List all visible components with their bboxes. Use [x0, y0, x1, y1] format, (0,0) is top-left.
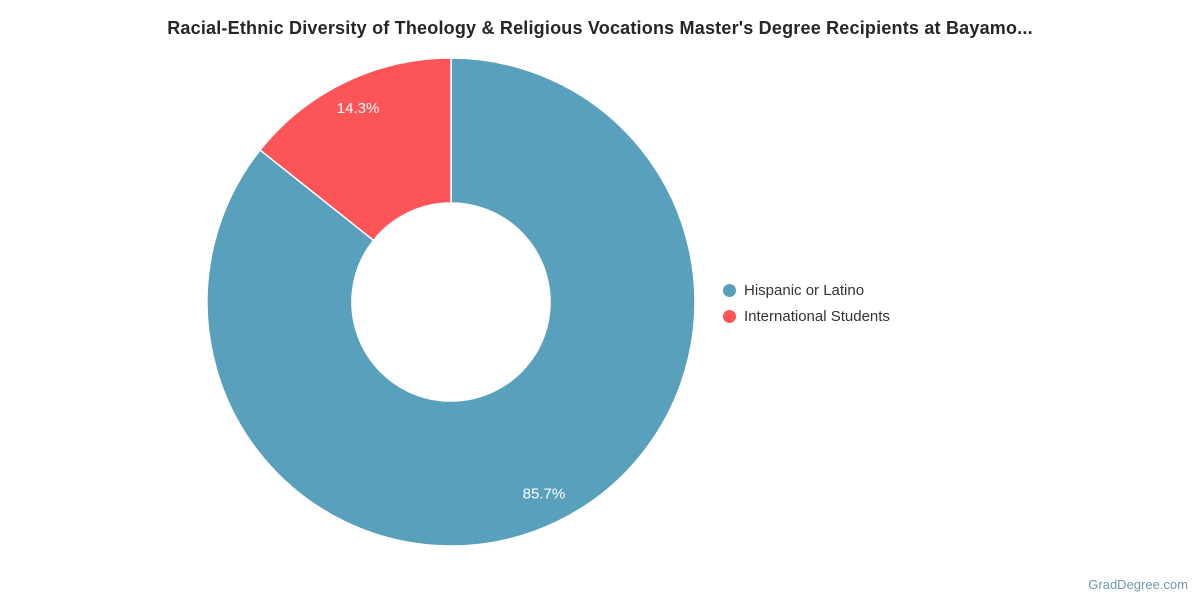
pie-slice-hispanic-or-latino[interactable]	[206, 57, 696, 547]
pie-slice-international-students[interactable]	[259, 57, 452, 242]
legend-item-international-students[interactable]: International Students	[723, 303, 890, 329]
chart-title: Racial-Ethnic Diversity of Theology & Re…	[167, 18, 1033, 38]
legend: Hispanic or Latino International Students	[723, 277, 890, 329]
watermark-link[interactable]: GradDegree.com	[1088, 577, 1188, 592]
legend-item-hispanic-or-latino[interactable]: Hispanic or Latino	[723, 277, 890, 303]
legend-label: Hispanic or Latino	[744, 281, 865, 299]
legend-marker-international-students	[723, 309, 736, 323]
legend-marker-hispanic-or-latino	[723, 283, 736, 297]
legend-label: International Students	[744, 307, 890, 325]
